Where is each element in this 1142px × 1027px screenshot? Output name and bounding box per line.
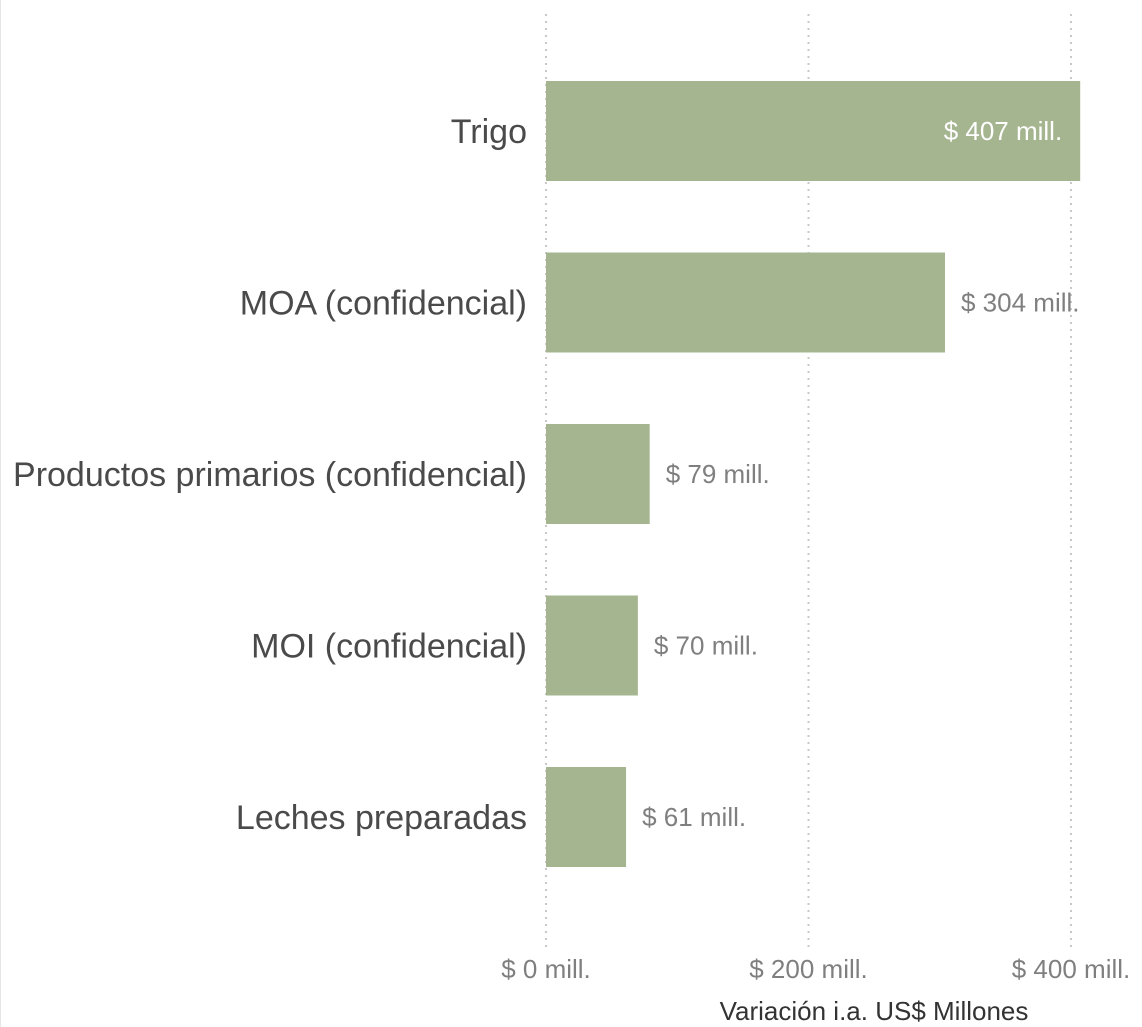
bar — [546, 767, 627, 867]
data-label: $ 304 mill. — [961, 288, 1080, 318]
bar — [546, 595, 638, 696]
bar — [546, 81, 1081, 181]
data-label: $ 61 mill. — [642, 802, 746, 832]
category-label: Productos primarios (confidencial) — [13, 456, 527, 494]
category-labels: Trigo MOA (confidencial) Productos primari… — [13, 113, 527, 837]
x-tick-label: $ 0 mill. — [501, 954, 591, 984]
data-labels: $ 407 mill. $ 304 mill. $ 79 mill. $ 70 mil… — [642, 116, 1079, 832]
bars — [546, 81, 1081, 867]
bar — [546, 252, 945, 353]
category-label: MOA (confidencial) — [240, 285, 527, 323]
x-tick-label: $ 200 mill. — [749, 954, 868, 984]
left-border — [0, 0, 1, 1027]
x-axis-title: Variación i.a. US$ Millones — [720, 996, 1029, 1026]
x-tick-labels: $ 0 mill. $ 200 mill. $ 400 mill. — [501, 954, 1130, 984]
category-label: MOI (confidencial) — [251, 628, 527, 666]
category-label: Leches preparadas — [236, 799, 527, 837]
category-label: Trigo — [451, 113, 527, 151]
data-label: $ 79 mill. — [666, 459, 770, 489]
bar — [546, 424, 650, 524]
data-label: $ 70 mill. — [654, 631, 758, 661]
x-tick-label: $ 400 mill. — [1012, 954, 1131, 984]
data-label: $ 407 mill. — [944, 116, 1063, 146]
